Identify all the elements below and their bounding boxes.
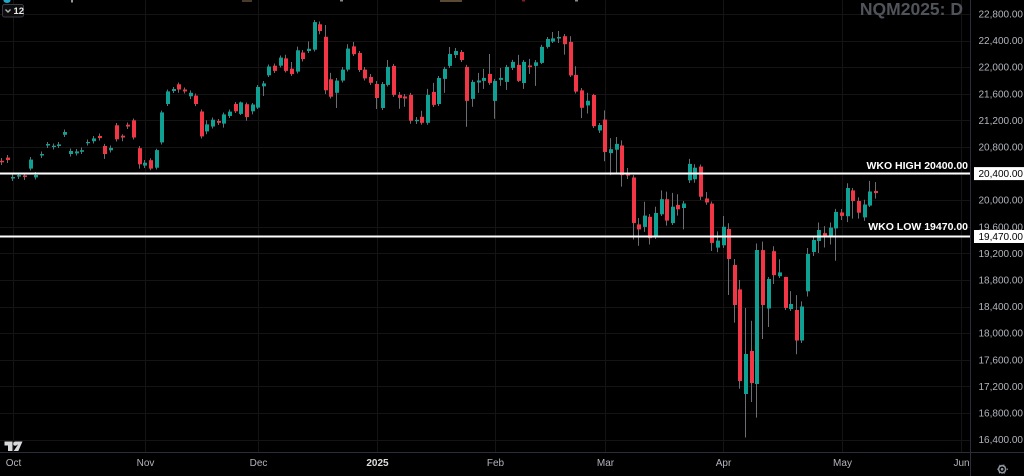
svg-text:Apr: Apr: [716, 458, 732, 469]
svg-text:21,600.00: 21,600.00: [979, 89, 1024, 100]
svg-text:20,000.00: 20,000.00: [979, 196, 1024, 207]
svg-text:21,200.00: 21,200.00: [979, 116, 1024, 127]
svg-text:16,800.00: 16,800.00: [979, 409, 1024, 420]
svg-text:WKO HIGH 20400.00: WKO HIGH 20400.00: [866, 160, 968, 172]
svg-text:19,600.00: 19,600.00: [979, 222, 1024, 233]
svg-text:20,800.00: 20,800.00: [979, 143, 1024, 154]
svg-text:19,470.00: 19,470.00: [979, 232, 1024, 243]
svg-text:Dec: Dec: [250, 458, 268, 469]
svg-text:Oct: Oct: [6, 458, 22, 469]
svg-text:Nov: Nov: [137, 458, 155, 469]
svg-text:May: May: [833, 458, 852, 469]
svg-text:12: 12: [14, 6, 25, 17]
svg-text:17,200.00: 17,200.00: [979, 382, 1024, 393]
svg-text:NQM2025: D: NQM2025: D: [860, 0, 963, 19]
svg-text:22,000.00: 22,000.00: [979, 63, 1024, 74]
svg-text:18,000.00: 18,000.00: [979, 329, 1024, 340]
svg-text:22,400.00: 22,400.00: [979, 36, 1024, 47]
svg-text:20,400.00: 20,400.00: [979, 169, 1024, 180]
svg-text:18,400.00: 18,400.00: [979, 302, 1024, 313]
svg-text:Feb: Feb: [487, 458, 505, 469]
svg-text:Mar: Mar: [597, 458, 615, 469]
svg-text:2025: 2025: [366, 458, 389, 469]
svg-text:Jun: Jun: [953, 458, 969, 469]
svg-text:16,400.00: 16,400.00: [979, 435, 1024, 446]
svg-text:22,800.00: 22,800.00: [979, 10, 1024, 21]
svg-text:18,800.00: 18,800.00: [979, 276, 1024, 287]
svg-text:17,600.00: 17,600.00: [979, 355, 1024, 366]
svg-text:WKO LOW 19470.00: WKO LOW 19470.00: [868, 221, 968, 233]
svg-text:19,200.00: 19,200.00: [979, 249, 1024, 260]
